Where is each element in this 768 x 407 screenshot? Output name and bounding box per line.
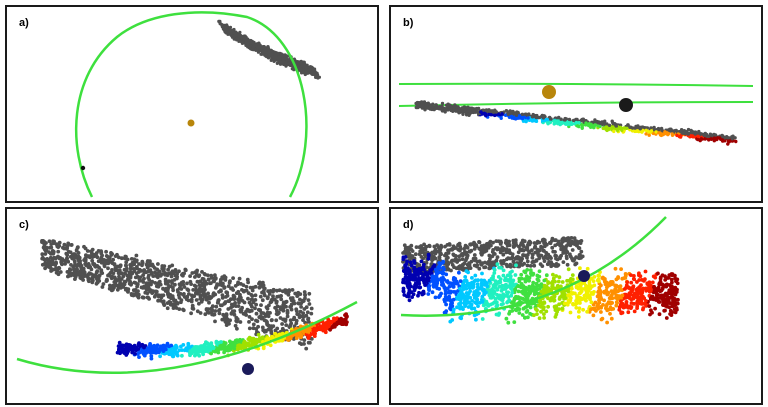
- orbit-arc: [16, 300, 358, 375]
- target-marker: [242, 363, 254, 375]
- panel-label-c: c): [19, 219, 29, 231]
- point-cloud-colored: [40, 239, 349, 361]
- panel-b-plot: [398, 82, 754, 146]
- point-cloud-colored: [414, 100, 738, 146]
- panel-label-a: a): [19, 17, 29, 29]
- point-cloud-colored: [401, 236, 680, 325]
- panel-d-plot: [400, 216, 680, 325]
- panel-c-plot: [16, 239, 358, 375]
- spacecraft-marker: [80, 165, 86, 171]
- sun-marker: [542, 85, 556, 99]
- orbit-ring: [74, 11, 308, 198]
- planet-marker: [619, 98, 633, 112]
- panel-b: b): [389, 5, 763, 203]
- orbit-line-upper: [398, 82, 754, 87]
- panel-a: a): [5, 5, 379, 203]
- panel-label-b: b): [403, 17, 414, 29]
- orbit-arc: [400, 216, 667, 317]
- orbit-line-lower: [398, 101, 754, 107]
- panel-c: c): [5, 207, 379, 405]
- sun-marker: [187, 119, 195, 127]
- panel-d: d): [389, 207, 763, 405]
- panel-label-d: d): [403, 219, 414, 231]
- panel-a-plot: [74, 11, 321, 198]
- target-marker: [578, 270, 590, 282]
